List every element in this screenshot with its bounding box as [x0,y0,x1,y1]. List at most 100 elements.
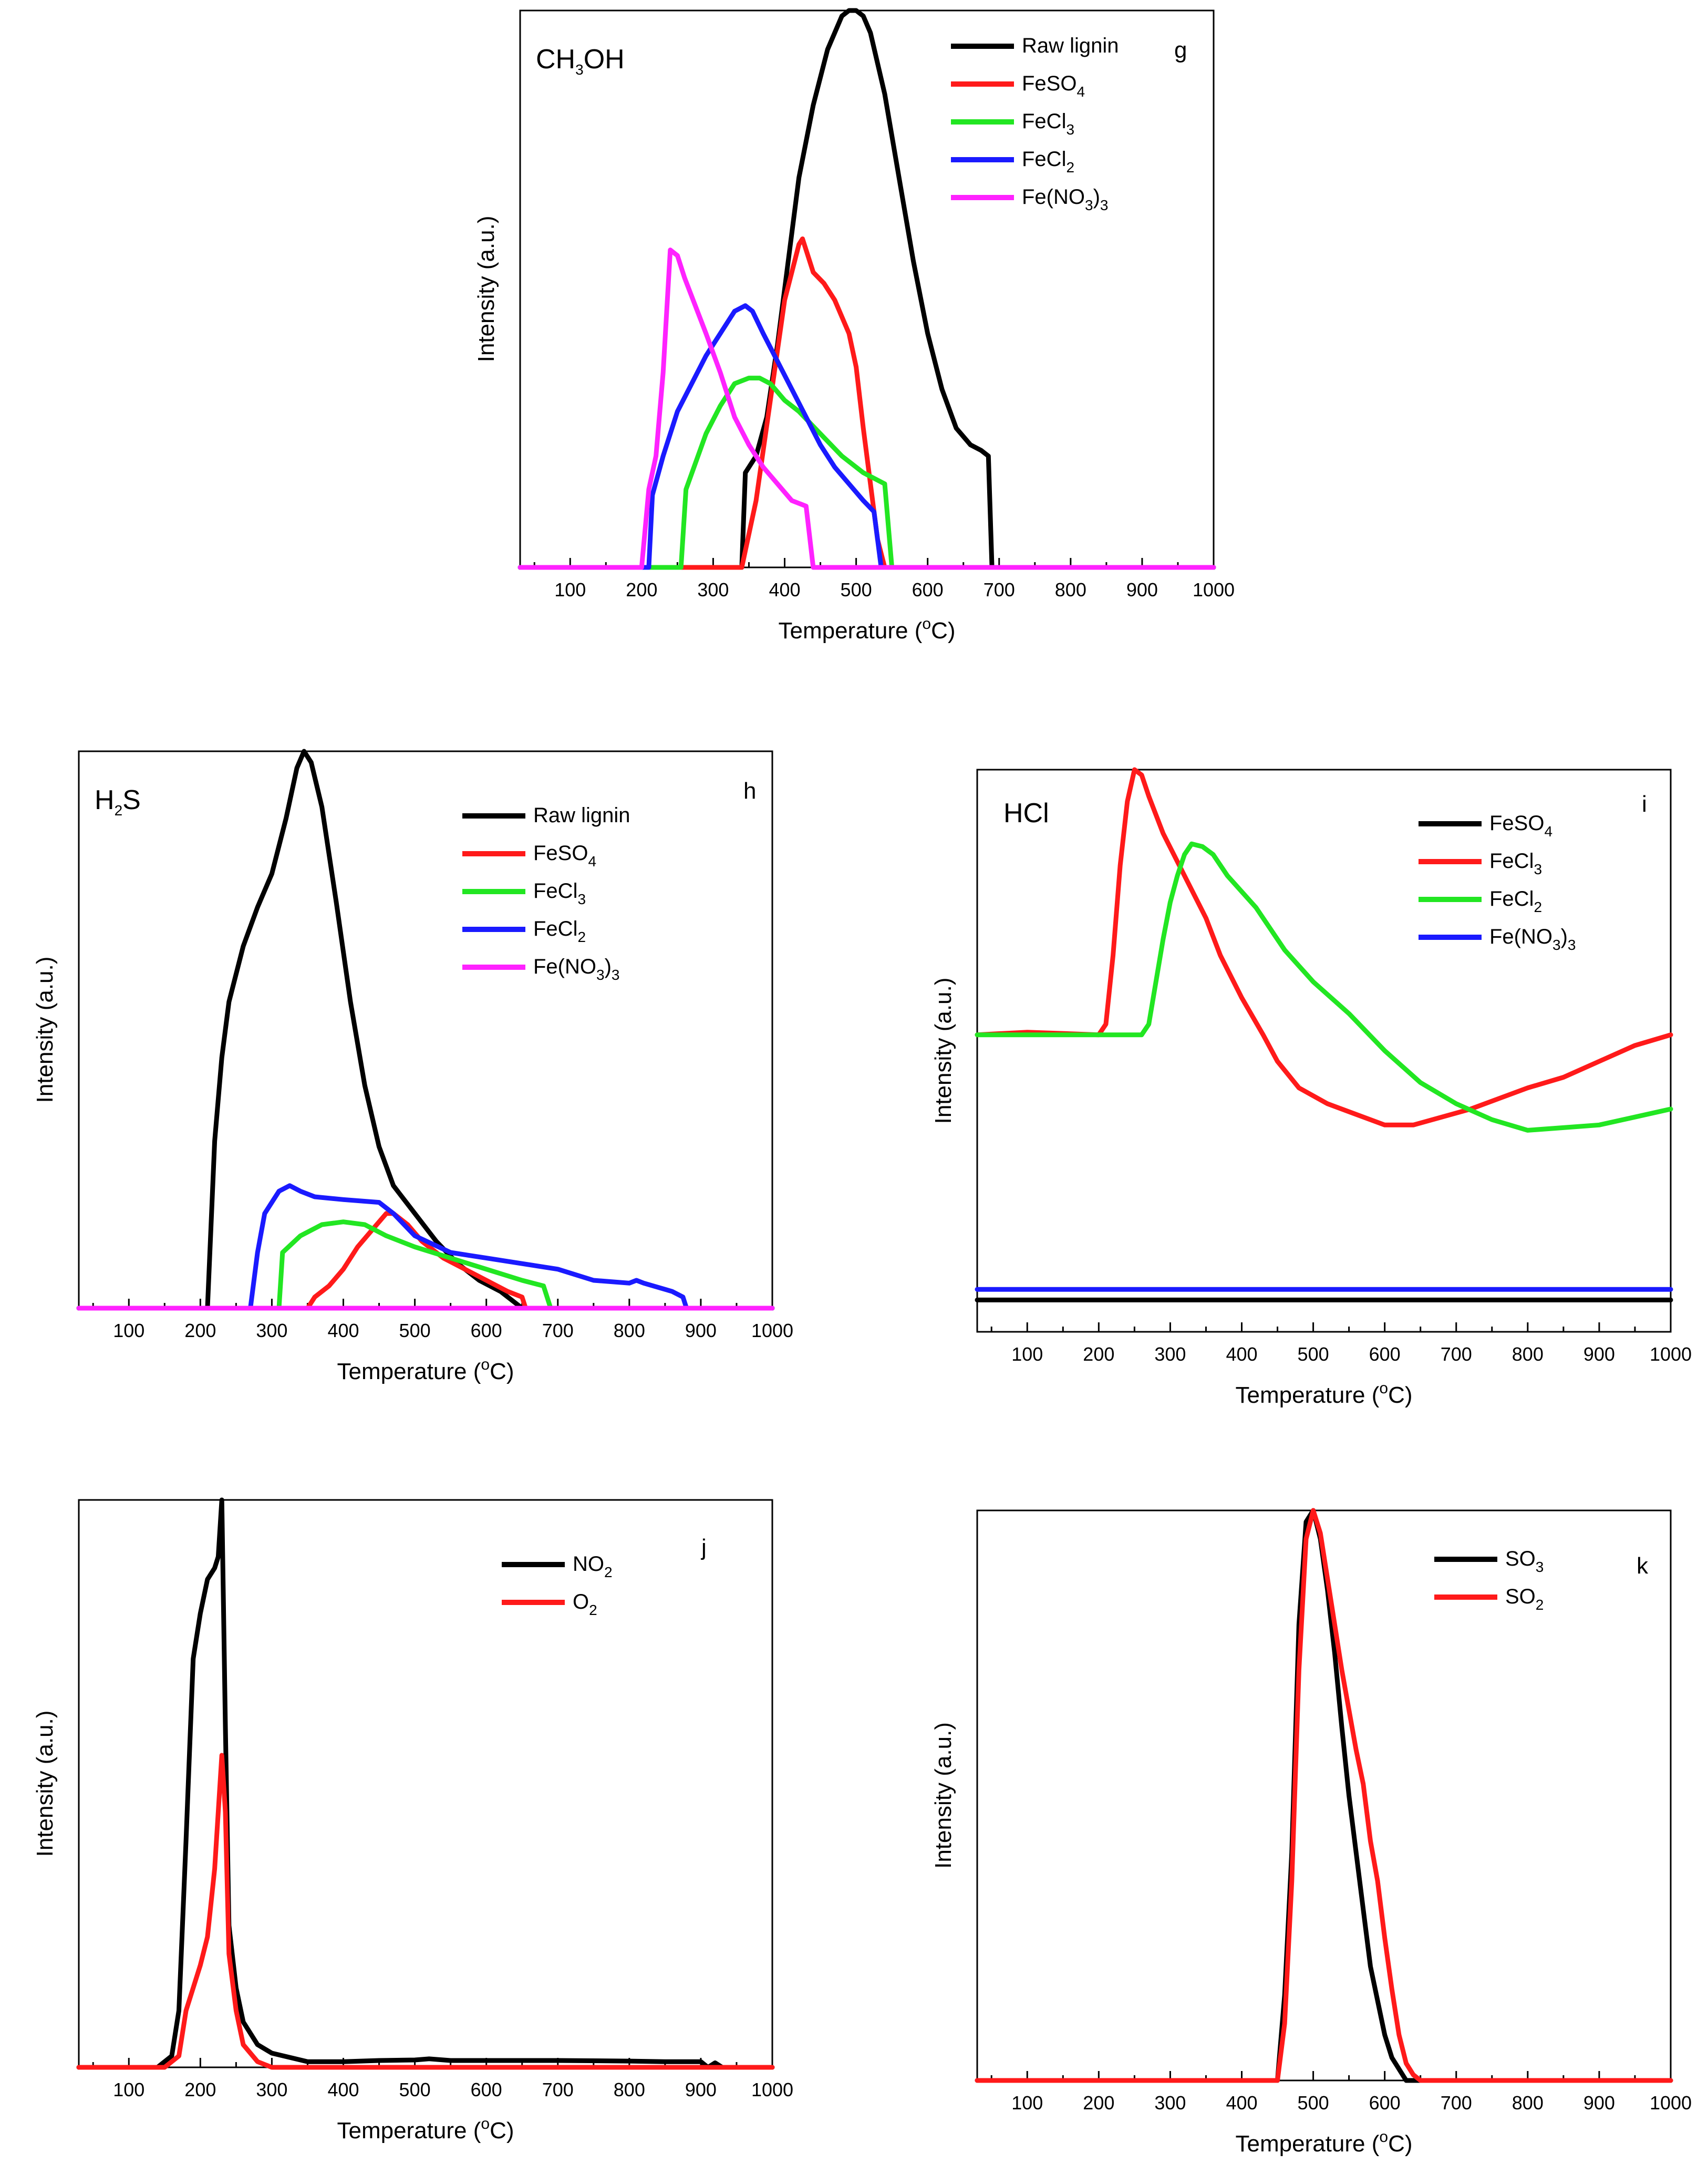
x-tick-label: 900 [685,2079,717,2100]
x-tick-label: 1000 [751,2079,793,2100]
chart-panel-i: 100 200 300 400 500 600 700 800 900 1000 Temperatu… [930,767,1692,1408]
x-tick-label: 700 [1441,1343,1472,1365]
x-tick-label: 1000 [751,1320,793,1341]
x-tick-label: 500 [841,579,872,600]
legend-label: Fe(NO3)3 [533,955,619,983]
x-axis-title: Temperature (oC) [1235,2128,1412,2157]
x-tick-label: 400 [1226,2092,1257,2114]
x-tick-label: 800 [614,2079,645,2100]
panel-letter: j [700,1535,707,1560]
legend-label: FeSO4 [533,842,596,869]
x-tick-label: 700 [984,579,1015,600]
series-line-fecl2 [76,1183,775,1311]
y-axis-title: Intensity (a.u.) [930,1722,956,1869]
x-tick-label: 300 [256,2079,287,2100]
legend-label: FeCl3 [1022,110,1074,138]
x-tick-label: 300 [1154,1343,1186,1365]
series-line-o2 [76,1753,775,2070]
y-axis-title: Intensity (a.u.) [473,216,499,363]
x-tick-label: 900 [1126,579,1158,600]
chart-panel-k: 100 200 300 400 500 600 700 800 900 1000 Temperatu… [930,1508,1692,2157]
x-tick-label: 200 [1083,2092,1114,2114]
legend-label: NO2 [573,1552,613,1580]
legend-label: SO2 [1505,1585,1544,1613]
x-tick-label: 900 [1583,2092,1615,2114]
x-axis-title: Temperature (oC) [337,2115,514,2144]
legend-label: FeCl2 [533,917,586,945]
x-tick-label: 400 [1226,1343,1257,1365]
x-tick-label: 800 [614,1320,645,1341]
series-line-so3 [975,1508,1673,2083]
legend-label: FeSO4 [1489,812,1552,840]
x-tick-label: 300 [1154,2092,1186,2114]
series-line-fecl3 [975,767,1673,1127]
x-tick-label: 400 [327,1320,359,1341]
plot-frame [78,1499,773,2068]
legend-label: FeCl2 [1489,887,1542,915]
panel-letter: k [1637,1553,1649,1579]
x-tick-label: 500 [399,2079,431,2100]
series-line-fecl2 [975,841,1673,1133]
x-tick-label: 800 [1512,2092,1544,2114]
x-tick-label: 700 [1441,2092,1472,2114]
x-tick-label: 200 [184,2079,216,2100]
panel-letter: g [1174,37,1187,63]
x-tick-label: 900 [685,1320,717,1341]
x-tick-label: 600 [471,1320,502,1341]
x-tick-label: 600 [1369,1343,1401,1365]
legend-label: Raw lignin [1022,34,1119,57]
x-tick-label: 1000 [1650,2092,1692,2114]
legend-label: FeCl2 [1022,148,1074,175]
legend-label: FeCl3 [533,879,586,907]
chart-panel-j: 100 200 300 400 500 600 700 800 900 1000 Temperatu… [32,1497,793,2144]
x-tick-label: 100 [113,2079,144,2100]
series-line-so2 [975,1508,1673,2083]
x-tick-label: 100 [1011,1343,1043,1365]
legend-label: Fe(NO3)3 [1022,185,1108,213]
x-tick-label: 200 [626,579,657,600]
series-line-no2 [76,1497,775,2070]
x-tick-label: 300 [256,1320,287,1341]
plot-frame [976,769,1672,1333]
y-axis-title: Intensity (a.u.) [930,978,956,1124]
x-axis-title: Temperature (oC) [1235,1380,1412,1408]
x-tick-label: 700 [542,2079,574,2100]
x-tick-label: 500 [399,1320,431,1341]
y-axis-title: Intensity (a.u.) [32,957,58,1103]
legend-label: FeCl3 [1489,850,1542,877]
x-tick-label: 300 [697,579,729,600]
x-axis-title: Temperature (oC) [778,615,955,644]
x-tick-label: 100 [554,579,586,600]
legend-label: O2 [573,1590,597,1618]
x-tick-label: 500 [1298,1343,1329,1365]
plot-frame [976,1509,1672,2082]
x-tick-label: 600 [912,579,944,600]
x-axis-title: Temperature (oC) [337,1356,514,1384]
x-tick-label: 200 [1083,1343,1114,1365]
series-line-fecl2 [517,303,1216,570]
chart-panel-g: 100 200 300 400 500 600 700 800 900 1000 Temperatu… [473,8,1235,644]
x-tick-label: 1000 [1650,1343,1692,1365]
series-line-fecl3 [76,1219,775,1311]
panel-letter: h [743,778,756,804]
x-tick-label: 800 [1512,1343,1544,1365]
x-tick-label: 900 [1583,1343,1615,1365]
x-tick-label: 400 [769,579,800,600]
legend-label: SO3 [1505,1547,1544,1575]
x-tick-label: 400 [327,2079,359,2100]
x-tick-label: 700 [542,1320,574,1341]
x-tick-label: 100 [113,1320,144,1341]
plot-frame [519,9,1215,568]
chart-panel-h: 100 200 300 400 500 600 700 800 900 1000 Temperatu… [32,749,793,1384]
panel-title: HCl [1003,798,1049,829]
panel-letter: i [1642,791,1647,817]
panel-title: H2S [95,785,141,819]
legend-label: Raw lignin [533,804,630,827]
x-tick-label: 100 [1011,2092,1043,2114]
x-tick-label: 200 [184,1320,216,1341]
legend-label: Fe(NO3)3 [1489,925,1576,953]
x-tick-label: 600 [1369,2092,1401,2114]
series-line-raw-lignin [76,749,775,1311]
panel-title: CH3OH [536,44,625,78]
